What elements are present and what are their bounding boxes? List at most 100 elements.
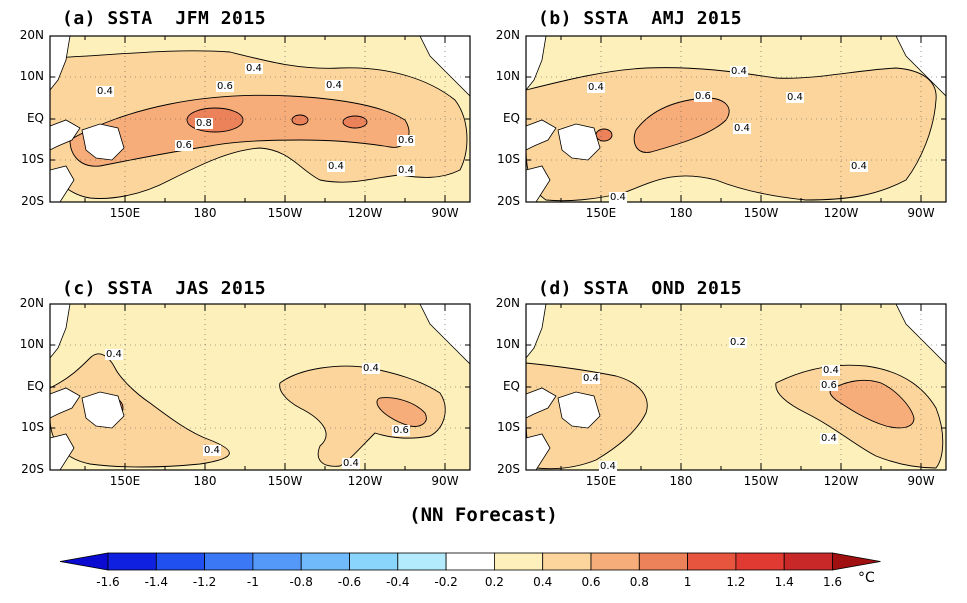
- contour-label: 0.4: [362, 363, 380, 374]
- map-frame: [49, 35, 471, 203]
- lon-label: 90W: [907, 206, 935, 220]
- lon-label: 120W: [823, 474, 859, 488]
- colorbar-tick-label: -0.8: [289, 575, 313, 589]
- colorbar-tick-label: -0.6: [337, 575, 362, 589]
- lat-label: 20N: [495, 28, 520, 42]
- colorbar-tick-label: 0.2: [484, 575, 504, 589]
- contour-label: 0.2: [729, 337, 747, 348]
- contour-label: 0.4: [203, 445, 221, 456]
- land-mass: [557, 391, 601, 429]
- contour-label: 0.6: [820, 380, 838, 391]
- lon-label: 180: [669, 206, 693, 220]
- contour-label: 0.4: [733, 123, 751, 134]
- colorbar-low-arrow: [59, 552, 109, 571]
- lat-label: 20S: [497, 462, 520, 476]
- contour-label: 0.4: [96, 86, 114, 97]
- colorbar-swatch: [493, 552, 544, 571]
- colorbar-tick-label: -0.4: [386, 575, 410, 589]
- colorbar-tick-label: -1.4: [144, 575, 168, 589]
- colorbar-high-arrow: [832, 552, 881, 571]
- contour-0-8: [291, 114, 309, 126]
- contour-0-6: [829, 379, 915, 429]
- contour-0-6: [376, 397, 427, 427]
- contour-0-8: [595, 128, 613, 142]
- lon-label: 90W: [431, 474, 459, 488]
- colorbar-swatch: [349, 552, 399, 571]
- lon-label: 150W: [267, 206, 303, 220]
- colorbar-swatch: [687, 552, 737, 571]
- contour-label: 0.4: [105, 349, 123, 360]
- lat-label: EQ: [26, 111, 44, 125]
- lat-label: 20S: [497, 194, 520, 208]
- panel-title: (b) SSTA AMJ 2015: [538, 8, 743, 29]
- contour-label: 0.4: [582, 373, 600, 384]
- land-mass: [81, 391, 125, 429]
- contour-0-6: [69, 94, 410, 167]
- lon-label: 150W: [267, 474, 303, 488]
- lon-label: 150W: [743, 206, 779, 220]
- map-frame: [525, 303, 947, 471]
- colorbar-swatch: [590, 552, 640, 571]
- colorbar-tick-label: 1.6: [822, 575, 843, 589]
- forecast-caption: (NN Forecast): [409, 504, 558, 526]
- panel-a: (a) SSTA JFM 2015 20N 10N EQ 10S 20S 150E 180 1…: [0, 0, 480, 240]
- contour-label: 0.6: [694, 91, 712, 102]
- panel-title: (d) SSTA OND 2015: [538, 278, 743, 299]
- colorbar-tick-label: -1.6: [96, 575, 120, 589]
- colorbar-unit: °C: [858, 570, 875, 586]
- lon-label: 120W: [347, 206, 383, 220]
- lat-label: 10S: [21, 152, 44, 166]
- colorbar-swatch: [638, 552, 688, 571]
- colorbar-tick-label: -0.2: [434, 575, 458, 589]
- contour-label: 0.8: [195, 118, 213, 129]
- contour-label: 0.6: [216, 81, 234, 92]
- lon-label: 180: [669, 474, 693, 488]
- colorbar-tick-label: -1.2: [192, 575, 217, 589]
- lon-label: 120W: [347, 474, 383, 488]
- panel-d: (d) SSTA OND 2015 20N 10N EQ 10S 20S 150E 180 1…: [476, 268, 956, 508]
- colorbar-tick-label: 0.6: [581, 575, 601, 589]
- colorbar-tick-label: -1: [246, 575, 259, 589]
- lat-label: EQ: [26, 379, 44, 393]
- colorbar-swatch: [735, 552, 785, 571]
- colorbar-tick-label: 1.4: [774, 575, 794, 589]
- lon-label: 150E: [109, 474, 141, 488]
- colorbar-swatch: [155, 552, 206, 571]
- contour-label: 0.4: [822, 365, 840, 376]
- lon-label: 150E: [585, 474, 617, 488]
- colorbar-tick-label: 0.4: [533, 575, 553, 589]
- panel-c: (c) SSTA JAS 2015 20N 10N EQ 10S 20S 150E 180 1…: [0, 268, 480, 508]
- contour-label: 0.4: [245, 63, 263, 74]
- lon-label: 90W: [431, 206, 459, 220]
- lat-label: 10S: [497, 420, 520, 434]
- colorbar-swatch: [397, 552, 447, 571]
- colorbar-swatch: [445, 552, 495, 571]
- colorbar-tick-label: 0.8: [629, 575, 649, 589]
- contour-label: 0.4: [820, 433, 838, 444]
- lat-label: 20N: [19, 28, 44, 42]
- contour-0-6: [633, 97, 730, 153]
- map-frame: [525, 35, 947, 203]
- colorbar-swatch: [300, 552, 350, 571]
- contour-label: 0.4: [609, 192, 627, 203]
- lat-label: 10S: [21, 420, 44, 434]
- lon-label: 180: [193, 206, 217, 220]
- panel-b: (b) SSTA AMJ 2015 20N 10N EQ 10S 20S 150E 180 1…: [476, 0, 956, 240]
- lat-label: 20N: [19, 296, 44, 310]
- contour-0-8: [342, 115, 368, 129]
- contour-label: 0.4: [587, 82, 605, 93]
- lat-label: 20N: [495, 296, 520, 310]
- contour-label: 0.4: [599, 461, 617, 472]
- colorbar-swatch: [542, 552, 592, 571]
- contour-label: 0.4: [730, 66, 748, 77]
- colorbar-swatch: [204, 552, 254, 571]
- lat-label: 10N: [495, 337, 520, 351]
- lon-label: 150W: [743, 474, 779, 488]
- colorbar-swatch: [783, 552, 833, 571]
- lon-label: 150E: [109, 206, 141, 220]
- contour-label: 0.6: [175, 140, 193, 151]
- lon-label: 180: [193, 474, 217, 488]
- colorbar-tick-label: 1.2: [726, 575, 746, 589]
- lon-label: 90W: [907, 474, 935, 488]
- map-frame: [49, 303, 471, 471]
